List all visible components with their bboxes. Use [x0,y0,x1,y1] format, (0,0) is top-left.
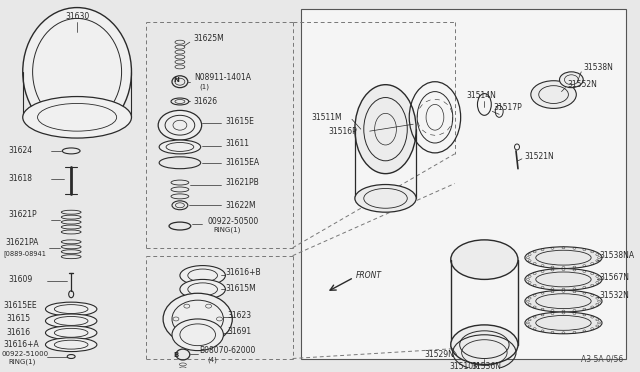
Ellipse shape [23,97,131,138]
Ellipse shape [158,110,202,140]
Ellipse shape [45,302,97,316]
Text: (1): (1) [200,83,210,90]
Text: 31567N: 31567N [599,273,629,282]
Text: (4): (4) [207,356,218,363]
Text: RING(1): RING(1) [8,358,35,365]
Ellipse shape [45,338,97,352]
Bar [301,9,626,359]
Text: 31623: 31623 [227,311,252,321]
Ellipse shape [451,240,518,279]
Text: 31615: 31615 [6,314,30,324]
Ellipse shape [23,7,131,136]
Text: 31625M: 31625M [194,34,225,43]
Text: 31536N: 31536N [471,362,501,371]
Text: 31615EA: 31615EA [225,158,259,167]
Text: 31609: 31609 [8,275,32,284]
Ellipse shape [45,326,97,340]
Ellipse shape [172,319,223,350]
Text: B08070-62000: B08070-62000 [200,346,256,355]
Ellipse shape [559,72,583,88]
Ellipse shape [525,312,602,334]
Ellipse shape [525,269,602,290]
Text: RING(1): RING(1) [214,227,241,233]
Ellipse shape [355,85,416,174]
Text: 31615EE: 31615EE [3,301,36,310]
Ellipse shape [531,81,576,108]
Text: 31615M: 31615M [225,284,256,293]
Text: 31622M: 31622M [225,201,256,210]
Text: 31511M: 31511M [312,113,342,122]
Text: 31615E: 31615E [225,117,254,126]
Text: 31510M: 31510M [449,362,480,371]
Text: 31514N: 31514N [467,91,497,100]
Text: 31621PB: 31621PB [225,178,259,187]
Text: 31616+B: 31616+B [225,268,261,277]
Text: 31516P: 31516P [328,126,357,136]
Text: N: N [173,77,179,83]
Ellipse shape [525,247,602,269]
Text: 31626: 31626 [194,97,218,106]
Text: 31621PA: 31621PA [5,238,38,247]
Ellipse shape [45,314,97,328]
Text: 31691: 31691 [227,327,252,336]
Ellipse shape [451,325,518,365]
Text: FRONT: FRONT [356,271,382,280]
Text: 31538NA: 31538NA [599,251,634,260]
Text: 00922-50500: 00922-50500 [207,217,259,225]
Text: 31630: 31630 [65,12,89,21]
Ellipse shape [180,266,225,285]
Text: 31552N: 31552N [568,80,597,89]
Text: 31616: 31616 [6,328,30,337]
Text: 31517P: 31517P [493,103,522,112]
Text: 31529N: 31529N [425,350,455,359]
Text: 31618: 31618 [8,174,32,183]
Ellipse shape [355,185,416,212]
Text: 31621P: 31621P [8,210,36,219]
Text: A3 5A 0/56: A3 5A 0/56 [580,355,623,364]
Text: [0889-08941: [0889-08941 [3,250,46,257]
Text: 31521N: 31521N [524,153,554,161]
Text: 31538N: 31538N [583,63,613,73]
Ellipse shape [525,290,602,312]
Ellipse shape [163,293,232,345]
Ellipse shape [180,279,225,299]
Text: 31532N: 31532N [599,291,629,300]
Text: N08911-1401A: N08911-1401A [194,73,251,82]
Text: 31611: 31611 [225,140,250,148]
Text: B: B [173,352,179,357]
Text: 31624: 31624 [8,147,32,155]
Text: 31616+A: 31616+A [3,340,38,349]
Ellipse shape [159,140,201,154]
Text: 00922-51000: 00922-51000 [2,350,49,356]
